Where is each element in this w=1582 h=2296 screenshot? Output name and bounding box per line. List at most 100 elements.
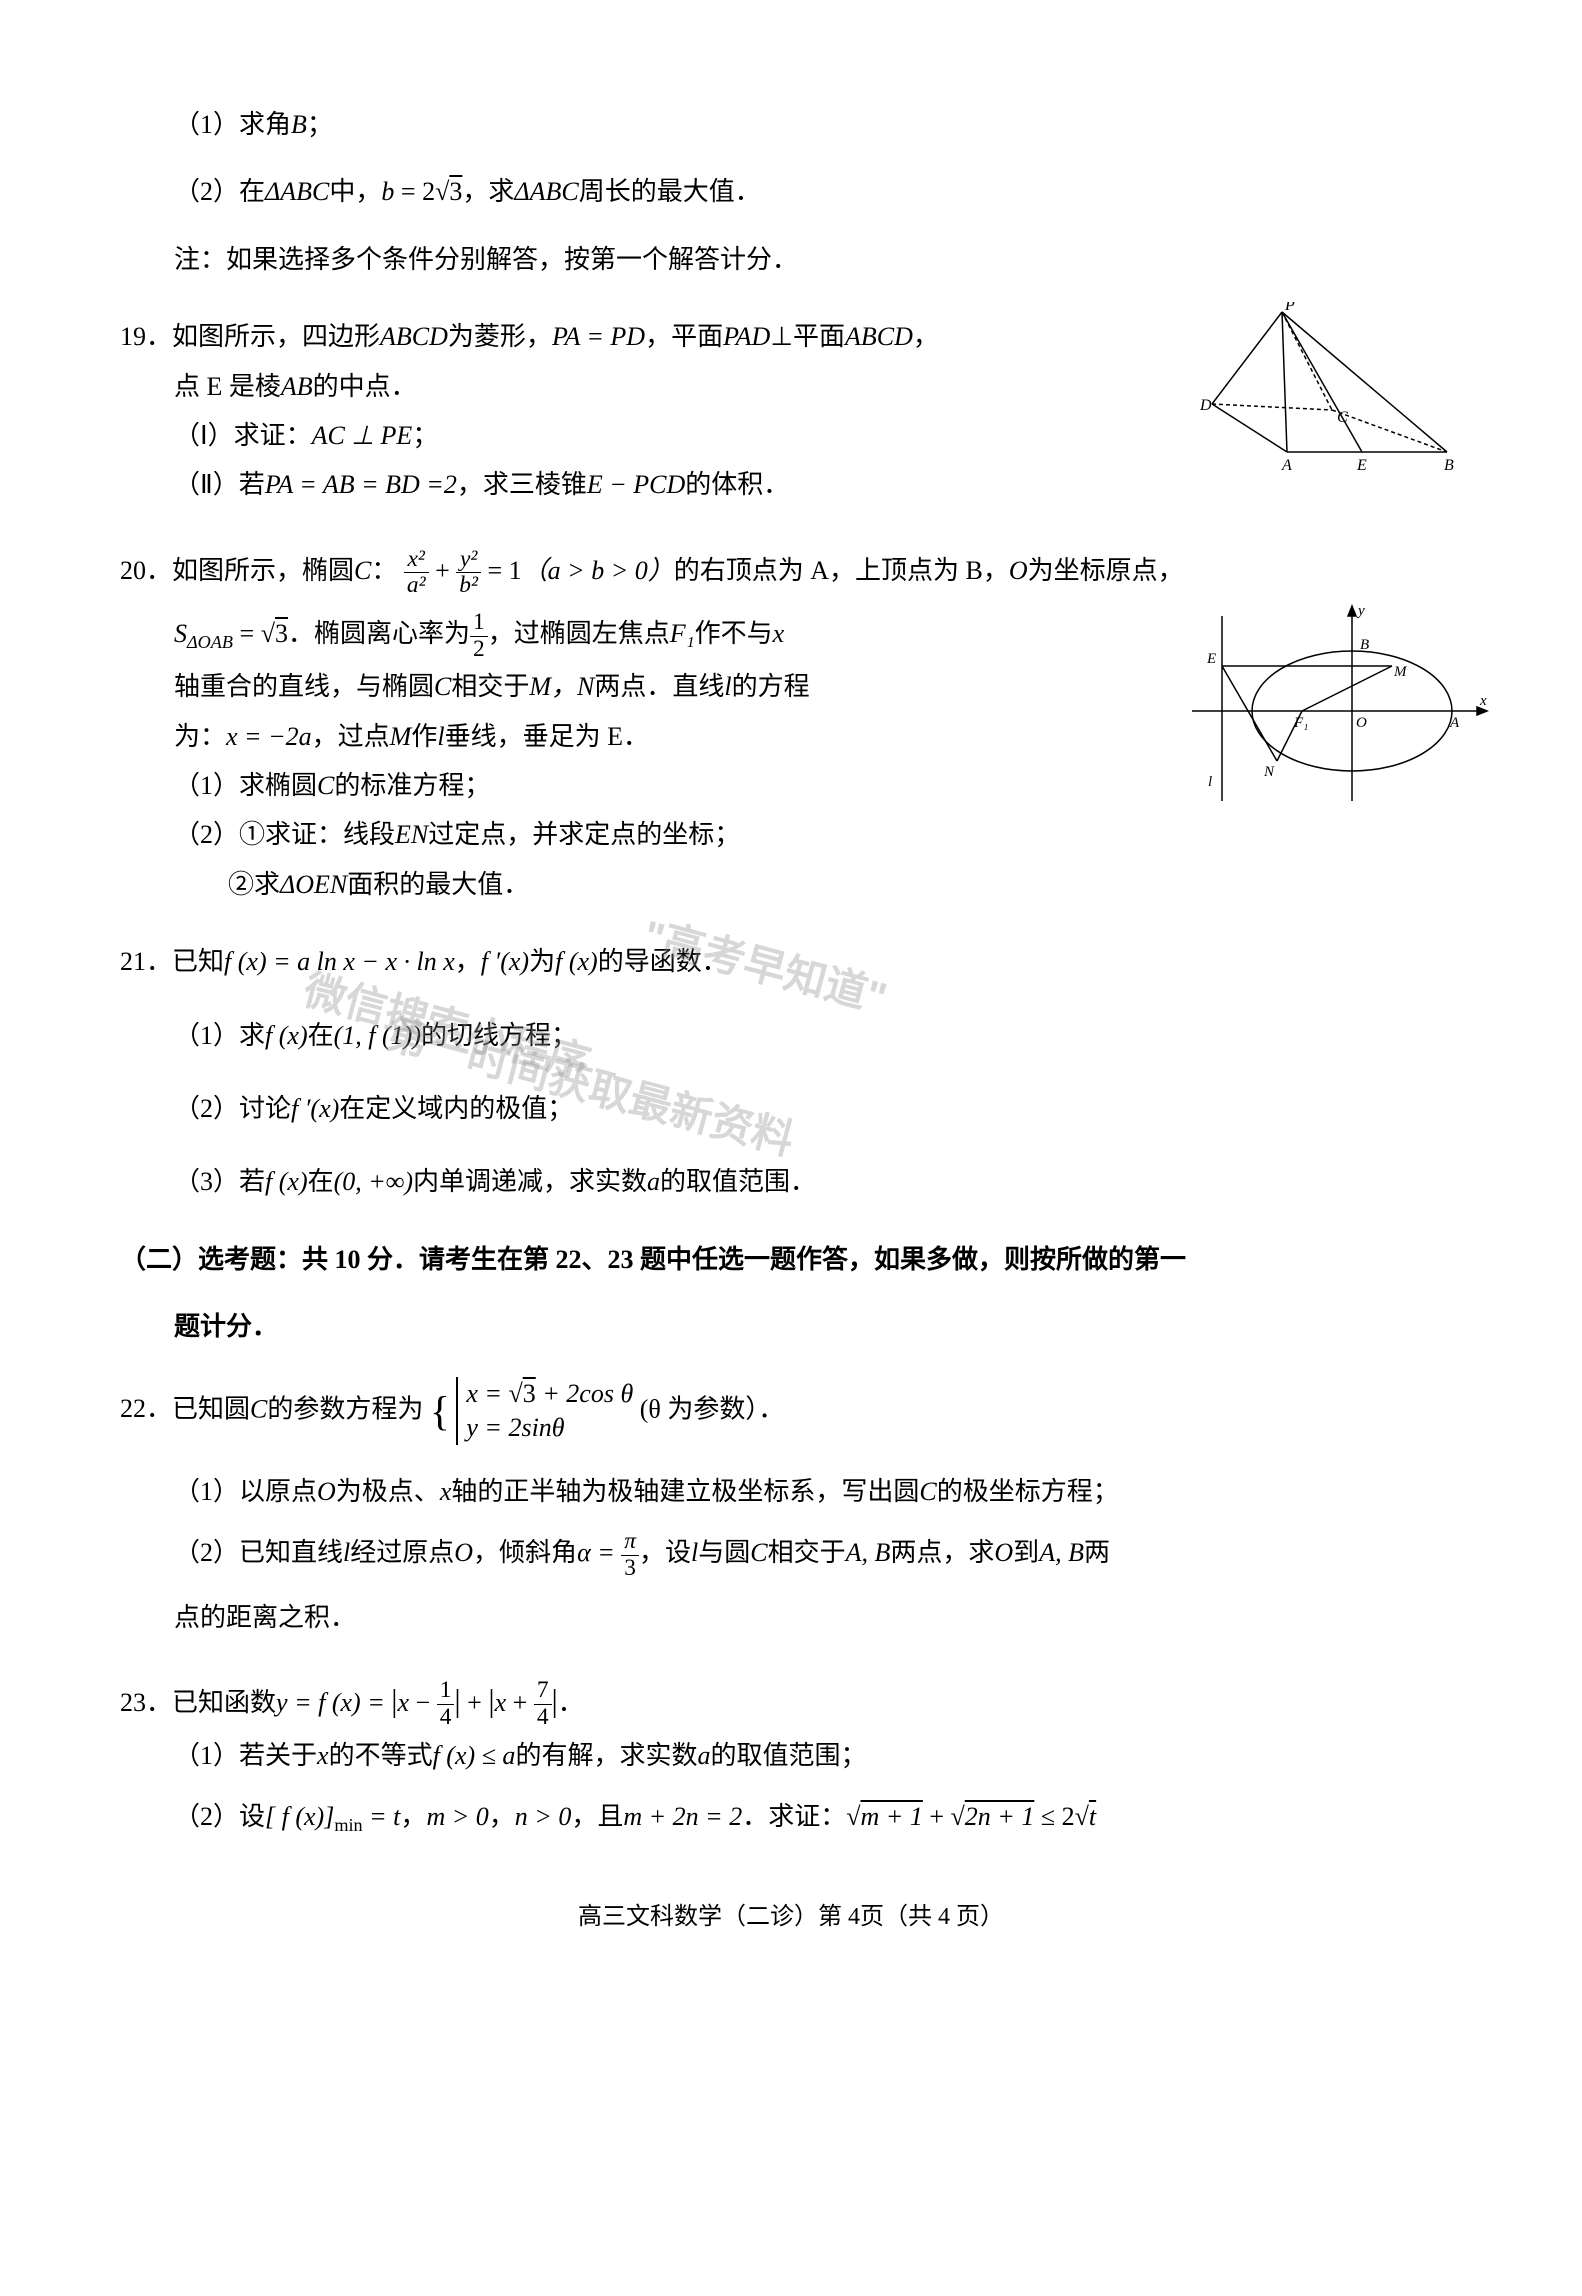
yeq: y = f (x) = xyxy=(276,1688,391,1717)
M: M xyxy=(390,722,412,751)
text: 为菱形， xyxy=(448,322,552,351)
text: ， xyxy=(455,947,481,976)
eq: x = −2a xyxy=(226,722,312,751)
ellipse-diagram: y x E B M F₁ O A N l xyxy=(1182,601,1492,821)
den: 4 xyxy=(534,1705,552,1731)
text: 作 xyxy=(411,722,437,751)
text: （2）已知直线 xyxy=(174,1538,343,1567)
text: ， xyxy=(913,322,939,351)
text: 已知圆 xyxy=(172,1394,250,1423)
frac1: 14 xyxy=(437,1678,455,1730)
fx: f (x) xyxy=(265,1167,308,1196)
text: 作不与 xyxy=(695,619,773,648)
q21-num: 21． xyxy=(120,937,172,986)
eq: = xyxy=(233,619,261,648)
cond: m + 2n = 2 xyxy=(623,1802,742,1831)
text: 题计分． xyxy=(174,1312,278,1341)
lbl-E: E xyxy=(1356,457,1367,472)
text: ，求 xyxy=(462,177,514,206)
coef: 2 xyxy=(422,177,435,206)
rad: 3 xyxy=(275,619,288,648)
q22-p2: （2）已知直线l经过原点O，倾斜角α = π3，设l与圆C相交于A, B两点，求… xyxy=(174,1528,1462,1581)
q23-p2: （2）设[ f (x)]min = t，m > 0，n > 0，且m + 2n … xyxy=(174,1792,1462,1843)
text: 已知函数 xyxy=(172,1688,276,1717)
fpx: f ′(x) xyxy=(291,1094,339,1123)
text: (θ 为参数）． xyxy=(640,1394,785,1423)
text: ，且 xyxy=(571,1802,623,1831)
text: ， xyxy=(400,1802,426,1831)
lbl-F1: F₁ xyxy=(1293,715,1308,731)
text: （3）若 xyxy=(174,1167,265,1196)
l: l xyxy=(437,722,444,751)
a: a xyxy=(697,1741,710,1770)
b: b xyxy=(381,177,394,206)
lbl-E: E xyxy=(1206,651,1216,667)
eq: PA = AB = BD =2 xyxy=(265,470,457,499)
text: 周长的最大值． xyxy=(579,177,761,206)
text: （2）①求证：线段 xyxy=(174,820,395,849)
n: n > 0 xyxy=(515,1802,572,1831)
fx: f (x) = a ln x − x · ln x xyxy=(224,947,455,976)
q18-cont: （1）求角B； （2）在ΔABC中，b = 2√3，求ΔABC周长的最大值． 注… xyxy=(120,100,1462,284)
frac2: y²b² xyxy=(456,547,481,599)
text: ，平面 xyxy=(645,322,723,351)
q21: "高考早知道" 微信搜索小程序 第一时间获取最新资料 21．已知f (x) = … xyxy=(120,937,1462,1207)
q18-p1: （1）求角B； xyxy=(174,100,1462,149)
a: a xyxy=(647,1167,660,1196)
tri2: ΔABC xyxy=(514,177,578,206)
text: 轴重合的直线，与椭圆 xyxy=(174,672,434,701)
lbl-B: B xyxy=(1444,457,1454,472)
q23-p1: （1）若关于x的不等式f (x) ≤ a的有解，求实数a的取值范围； xyxy=(174,1731,1462,1780)
text: 为： xyxy=(174,722,226,751)
min: min xyxy=(334,1815,362,1835)
text: 相交于 xyxy=(451,672,529,701)
cases: x = √3 + 2cos θ y = 2sinθ xyxy=(456,1377,633,1445)
q18-p2: （2）在ΔABC中，b = 2√3，求ΔABC周长的最大值． xyxy=(174,167,1462,216)
text: 为坐标原点， xyxy=(1028,556,1184,585)
text: （1）求椭圆 xyxy=(174,771,317,800)
var-B: B xyxy=(291,110,307,139)
fx2: f (x) xyxy=(555,947,598,976)
text: 如图所示，四边形 xyxy=(172,322,380,351)
num: 1 xyxy=(437,1678,455,1705)
text: 两 xyxy=(1084,1538,1110,1567)
plus: + xyxy=(461,1688,489,1717)
den: 3 xyxy=(621,1556,639,1582)
lbl-C: C xyxy=(1337,409,1348,426)
m: m > 0 xyxy=(426,1802,488,1831)
q19: P D C A E B 19．如图所示，四边形ABCD为菱形，PA = PD，平… xyxy=(120,312,1462,510)
O: O xyxy=(454,1538,473,1567)
text: 与圆 xyxy=(698,1538,750,1567)
text: 的导函数． xyxy=(598,947,728,976)
q20-num: 20． xyxy=(120,546,172,595)
q23: 23．已知函数y = f (x) = |x − 14| + |x + 74|． … xyxy=(120,1671,1462,1843)
text: ，倾斜角 xyxy=(473,1538,577,1567)
q21-p1: （1）求f (x)在(1, f (1))的切线方程； xyxy=(174,1011,1462,1060)
text: 平面 xyxy=(793,322,845,351)
abcd2: ABCD xyxy=(845,322,913,351)
cond: （a > b > 0） xyxy=(522,556,674,585)
S: S xyxy=(174,619,187,648)
den: 4 xyxy=(437,1705,455,1731)
text: 如图所示，椭圆 xyxy=(172,556,354,585)
section-2-header: （二）选考题：共 10 分．请考生在第 22、23 题中任选一题作答，如果多做，… xyxy=(120,1235,1462,1284)
num: y² xyxy=(456,547,481,574)
q22-p1: （1）以原点O为极点、x轴的正半轴为极轴建立极坐标系，写出圆C的极坐标方程； xyxy=(174,1467,1462,1516)
cx-a: x = xyxy=(466,1379,508,1408)
eq: AC ⊥ PE xyxy=(312,421,413,450)
text: ； xyxy=(412,421,438,450)
text: 的切线方程； xyxy=(421,1021,577,1050)
lbl-B: B xyxy=(1360,637,1369,653)
text: 在定义域内的极值； xyxy=(339,1094,573,1123)
den: 2 xyxy=(470,637,488,663)
text: 为 xyxy=(529,947,555,976)
num: x² xyxy=(404,547,429,574)
lbl-M: M xyxy=(1393,664,1408,680)
num: π xyxy=(621,1529,639,1556)
lbl-A: A xyxy=(1449,715,1460,731)
text: ，过椭圆左焦点 xyxy=(488,619,670,648)
abcd: ABCD xyxy=(380,322,448,351)
text: ．椭圆离心率为 xyxy=(288,619,470,648)
text: （2）设 xyxy=(174,1802,265,1831)
eq: = 1 xyxy=(488,556,522,585)
